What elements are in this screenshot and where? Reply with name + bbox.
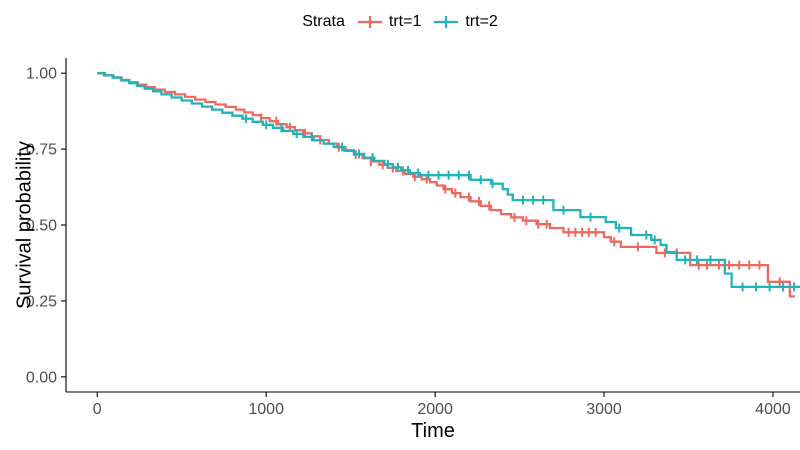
x-tick-label: 3000 [586, 401, 622, 418]
y-tick-label: 1.00 [26, 66, 57, 83]
y-tick-label: 0.75 [26, 142, 57, 159]
x-axis-title: Time [411, 420, 455, 442]
legend-item-trt2: trt=2 [432, 13, 498, 31]
y-axis-title: Survival probability [13, 141, 36, 309]
y-tick-label: 0.25 [26, 293, 57, 310]
x-tick-label: 1000 [248, 401, 284, 418]
legend-item-trt1: trt=1 [356, 13, 421, 31]
x-tick-label: 2000 [417, 401, 453, 418]
y-tick-label: 0.50 [26, 218, 57, 235]
y-tick-label: 0.00 [26, 369, 57, 386]
legend: Strata trt=1 trt=2 [0, 13, 800, 31]
legend-label-trt2: trt=2 [465, 13, 498, 30]
legend-label-trt1: trt=1 [388, 13, 422, 30]
km-curve-trt-2 [97, 72, 800, 289]
trt1-key-icon [357, 16, 382, 28]
trt2-key-icon [434, 16, 459, 28]
x-tick-label: 4000 [755, 401, 791, 418]
x-tick-label: 0 [93, 401, 102, 418]
legend-title: Strata [302, 13, 345, 30]
